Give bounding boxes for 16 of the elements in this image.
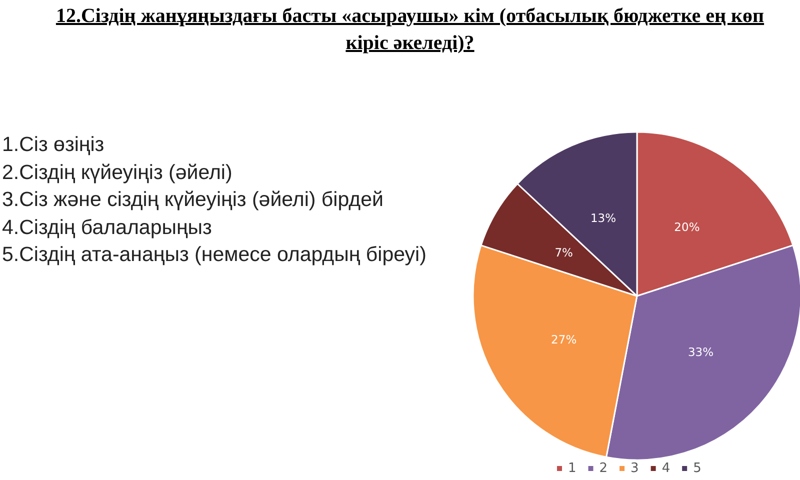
legend-label: 1: [568, 461, 576, 476]
legend-label: 4: [662, 461, 670, 476]
data-label: 7%: [554, 246, 574, 260]
text: 1.Сіз өзіңіз: [2, 132, 106, 158]
legend-label: 3: [630, 461, 639, 476]
data-label: 13%: [590, 210, 616, 225]
legend-label: 2: [599, 461, 608, 476]
data-label: 20%: [674, 220, 700, 234]
text: 5.Сіздің ата-анаңыз (немесе олардың біреуі): [2, 242, 426, 268]
text: 4.Сіздің балаларыңыз: [2, 214, 213, 240]
data-label: 27%: [551, 332, 577, 346]
chart-title: 12.Сіздің жанұяңыздағы басты «асыраушы» кім (отбасылық бюджетке ең көп кіріс әкеледі)?: [54, 4, 766, 56]
legend-label: 5: [693, 461, 702, 476]
data-label: 33%: [688, 345, 714, 360]
text: 3.Сіз және сіздің күйеуіңіз (әйелі) бірдей: [2, 187, 384, 213]
text: 2.Сіздің күйеуіңіз (әйелі): [2, 160, 234, 186]
